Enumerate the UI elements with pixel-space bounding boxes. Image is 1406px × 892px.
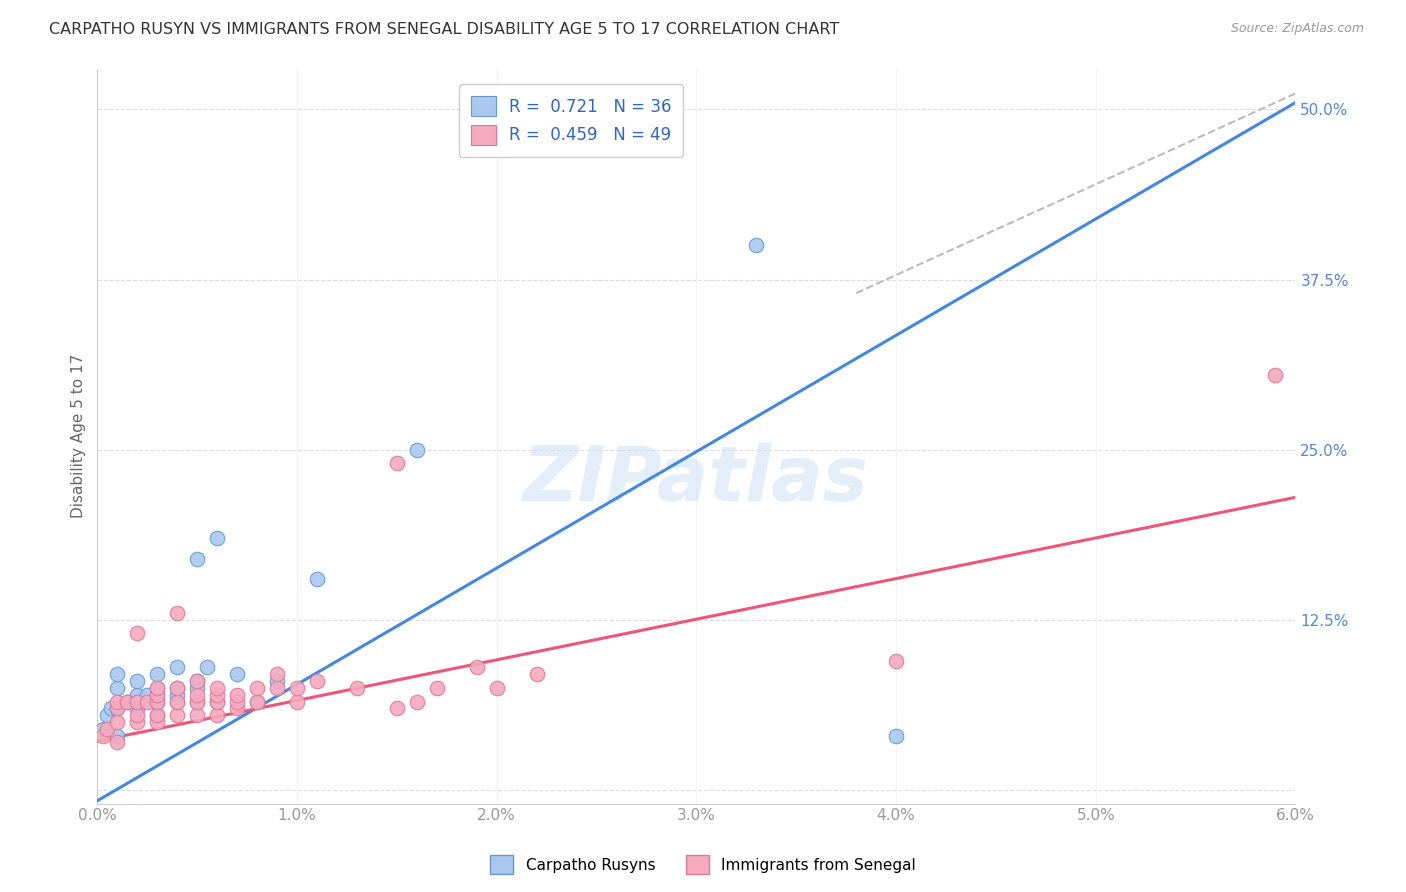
Text: CARPATHO RUSYN VS IMMIGRANTS FROM SENEGAL DISABILITY AGE 5 TO 17 CORRELATION CHA: CARPATHO RUSYN VS IMMIGRANTS FROM SENEGA… [49, 22, 839, 37]
Point [266, 674, 288, 689]
Point [186, 681, 208, 695]
Point [166, 606, 188, 620]
Point [96, 722, 118, 736]
Point [526, 667, 548, 681]
Point [136, 694, 159, 708]
Point [166, 694, 188, 708]
Point [117, 694, 139, 708]
Point [205, 708, 228, 723]
Point [166, 708, 188, 723]
Point [146, 714, 169, 729]
Point [426, 681, 449, 695]
Point [127, 688, 149, 702]
Y-axis label: Disability Age 5 to 17: Disability Age 5 to 17 [72, 354, 86, 518]
Point [385, 701, 408, 715]
Point [884, 729, 907, 743]
Point [100, 701, 122, 715]
Point [205, 688, 228, 702]
Point [105, 667, 128, 681]
Point [127, 708, 149, 723]
Point [93, 722, 115, 736]
Point [105, 681, 128, 695]
Point [285, 681, 308, 695]
Point [117, 694, 139, 708]
Point [166, 660, 188, 674]
Point [186, 688, 208, 702]
Point [405, 442, 427, 457]
Point [105, 694, 128, 708]
Point [186, 694, 208, 708]
Point [205, 531, 228, 545]
Point [226, 694, 249, 708]
Point [166, 694, 188, 708]
Point [127, 694, 149, 708]
Point [146, 681, 169, 695]
Point [346, 681, 368, 695]
Point [127, 674, 149, 689]
Point [146, 688, 169, 702]
Point [226, 701, 249, 715]
Point [1264, 368, 1286, 382]
Point [105, 701, 128, 715]
Point [246, 694, 269, 708]
Point [405, 694, 427, 708]
Point [146, 694, 169, 708]
Point [146, 708, 169, 723]
Point [195, 660, 218, 674]
Point [205, 694, 228, 708]
Point [186, 674, 208, 689]
Point [186, 674, 208, 689]
Point [166, 681, 188, 695]
Point [105, 701, 128, 715]
Point [246, 681, 269, 695]
Legend: Carpatho Rusyns, Immigrants from Senegal: Carpatho Rusyns, Immigrants from Senegal [484, 849, 922, 880]
Point [146, 681, 169, 695]
Point [186, 708, 208, 723]
Point [127, 694, 149, 708]
Point [105, 714, 128, 729]
Point [205, 681, 228, 695]
Point [127, 626, 149, 640]
Point [105, 729, 128, 743]
Point [884, 654, 907, 668]
Point [146, 688, 169, 702]
Point [96, 708, 118, 723]
Point [385, 456, 408, 470]
Point [166, 688, 188, 702]
Point [745, 238, 768, 252]
Text: Source: ZipAtlas.com: Source: ZipAtlas.com [1230, 22, 1364, 36]
Point [166, 681, 188, 695]
Point [485, 681, 508, 695]
Point [186, 551, 208, 566]
Point [285, 694, 308, 708]
Point [305, 572, 328, 586]
Legend: R =  0.721   N = 36, R =  0.459   N = 49: R = 0.721 N = 36, R = 0.459 N = 49 [460, 84, 683, 156]
Point [93, 729, 115, 743]
Point [266, 681, 288, 695]
Point [127, 714, 149, 729]
Point [146, 667, 169, 681]
Point [105, 735, 128, 749]
Point [186, 694, 208, 708]
Point [136, 688, 159, 702]
Point [226, 667, 249, 681]
Point [246, 694, 269, 708]
Point [226, 688, 249, 702]
Point [305, 674, 328, 689]
Text: ZIPatlas: ZIPatlas [523, 443, 869, 517]
Point [146, 708, 169, 723]
Point [465, 660, 488, 674]
Point [127, 701, 149, 715]
Point [266, 667, 288, 681]
Point [205, 694, 228, 708]
Point [146, 694, 169, 708]
